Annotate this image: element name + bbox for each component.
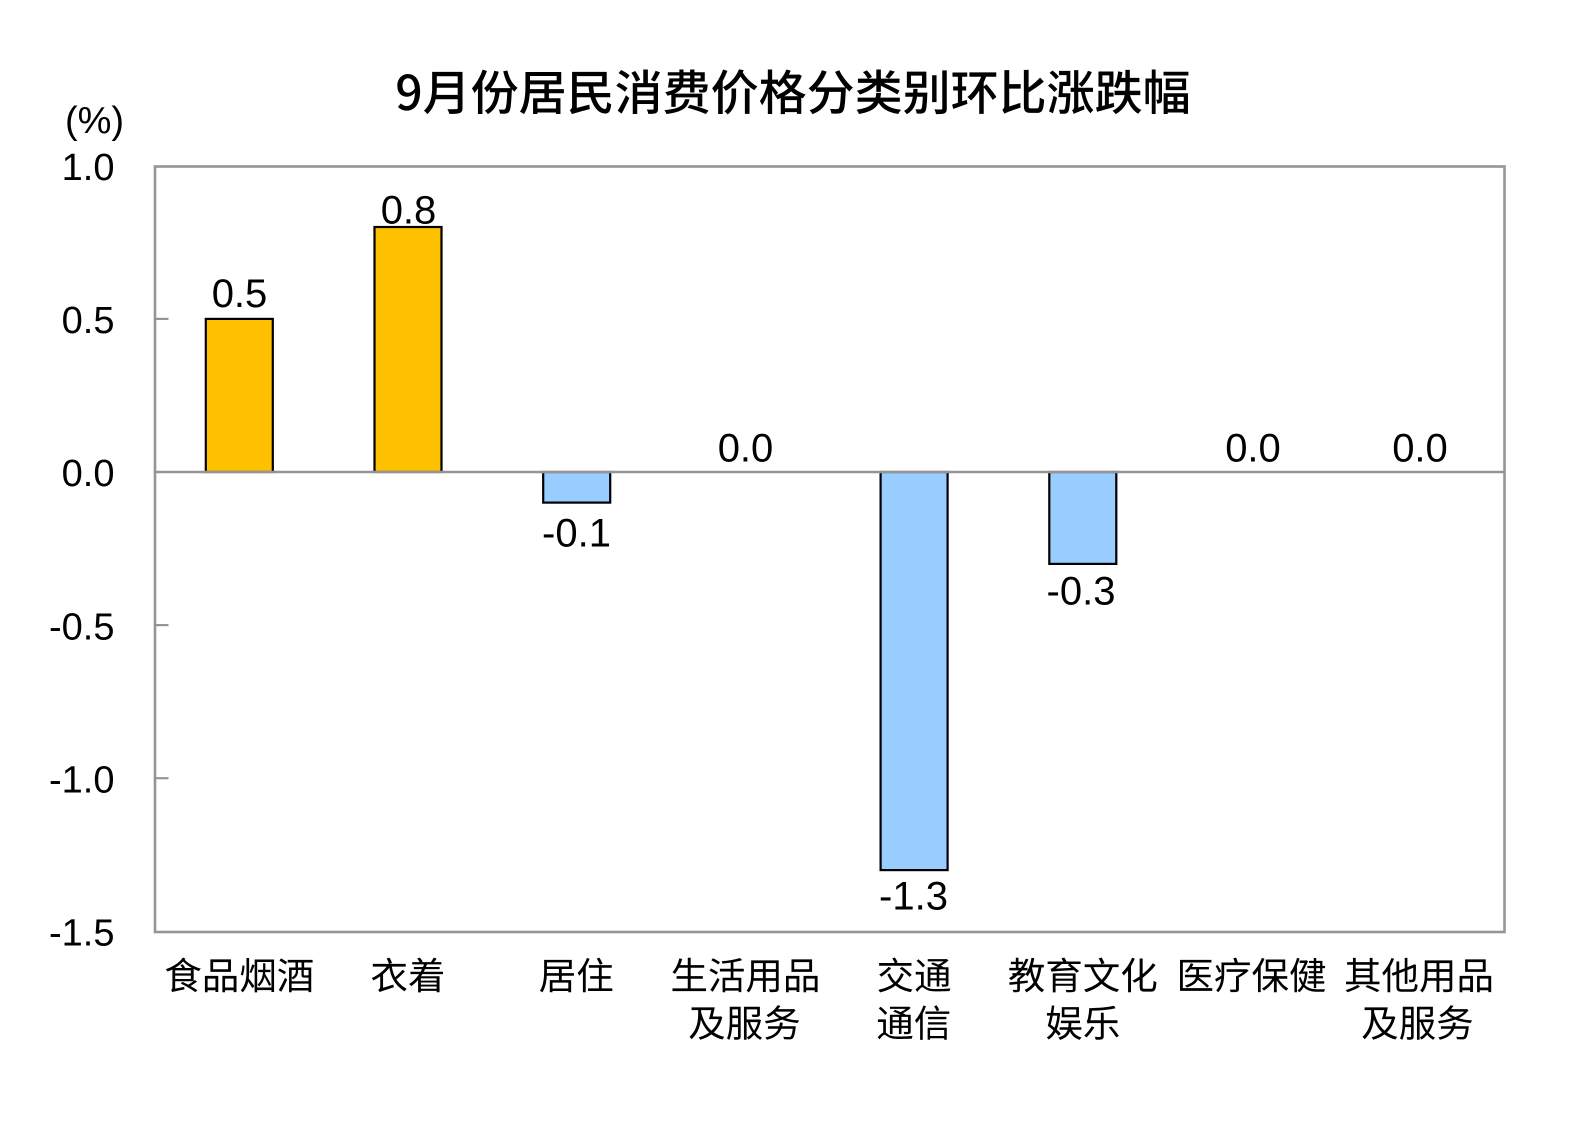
svg-text:-0.3: -0.3 xyxy=(1047,570,1116,614)
svg-text:-1.3: -1.3 xyxy=(879,875,948,919)
svg-text:-0.5: -0.5 xyxy=(49,606,114,648)
svg-text:(%): (%) xyxy=(65,100,124,142)
svg-text:-0.1: -0.1 xyxy=(542,512,611,556)
svg-text:-1.5: -1.5 xyxy=(49,913,114,955)
svg-text:-1.0: -1.0 xyxy=(49,759,114,801)
svg-text:0.0: 0.0 xyxy=(1392,427,1448,471)
svg-text:0.0: 0.0 xyxy=(62,453,115,495)
svg-text:0.0: 0.0 xyxy=(718,427,774,471)
svg-text:1.0: 1.0 xyxy=(62,147,115,189)
svg-text:0.5: 0.5 xyxy=(62,300,115,342)
svg-text:0.5: 0.5 xyxy=(212,272,268,316)
svg-text:0.8: 0.8 xyxy=(381,189,437,233)
svg-text:0.0: 0.0 xyxy=(1225,427,1281,471)
